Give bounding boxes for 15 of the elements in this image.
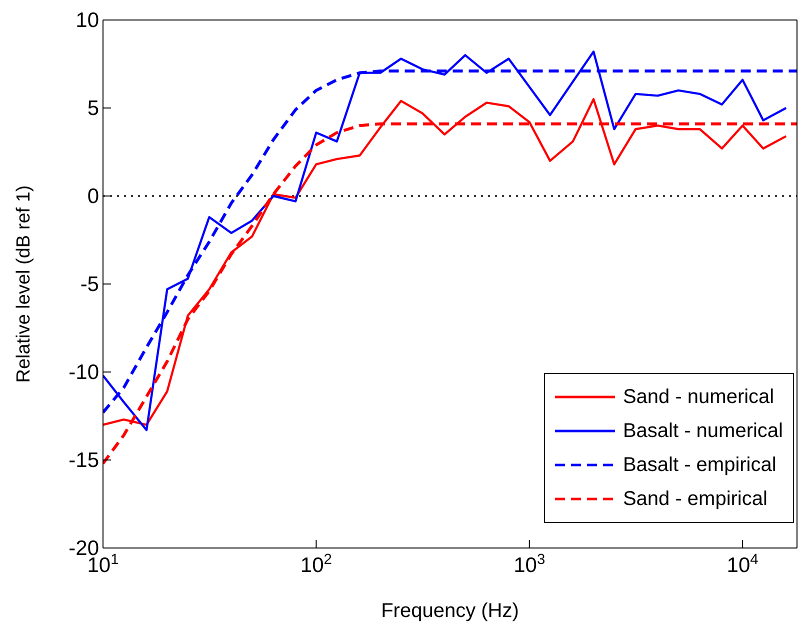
- y-tick-label: 5: [87, 97, 99, 120]
- legend-label: Basalt - numerical: [622, 419, 783, 444]
- legend-label: Sand - empirical: [622, 487, 768, 512]
- y-axis-title: Relative level (dB ref 1): [14, 185, 35, 383]
- legend-label: Basalt - empirical: [622, 453, 776, 478]
- y-tick-label: -5: [80, 273, 99, 296]
- y-tick-label: 0: [87, 185, 99, 208]
- x-axis-title: Frequency (Hz): [381, 600, 519, 622]
- y-tick-label: -15: [68, 449, 99, 472]
- y-tick-label: 10: [76, 9, 99, 32]
- legend-label: Sand - numerical: [622, 385, 774, 410]
- y-tick-label: -10: [68, 361, 99, 384]
- x-tick-label: 10$^{3}$: [514, 552, 546, 577]
- x-tick-label: 10$^{4}$: [726, 552, 758, 577]
- x-tick-label: 10$^{2}$: [300, 552, 332, 577]
